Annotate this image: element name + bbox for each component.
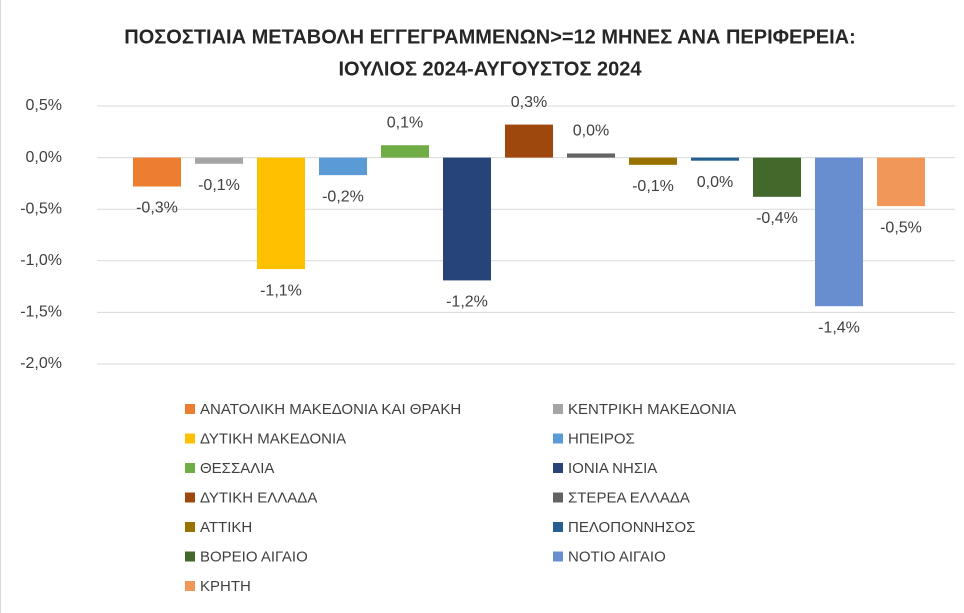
data-label: -1,1% bbox=[260, 282, 302, 299]
legend-label: ΔΥΤΙΚΗ ΜΑΚΕΔΟΝΙΑ bbox=[200, 430, 346, 447]
legend-label: ΒΟΡΕΙΟ ΑΙΓΑΙΟ bbox=[200, 548, 308, 565]
bar bbox=[257, 157, 305, 270]
y-tick-label: 0,0% bbox=[26, 149, 62, 166]
legend-swatch bbox=[553, 404, 563, 414]
legend-label: ΑΝΑΤΟΛΙΚΗ ΜΑΚΕΔΟΝΙΑ ΚΑΙ ΘΡΑΚΗ bbox=[200, 401, 461, 418]
data-label: -1,2% bbox=[446, 294, 488, 311]
legend-swatch bbox=[185, 433, 195, 444]
data-label: -0,1% bbox=[198, 177, 240, 194]
chart-subtitle: ΙΟΥΛΙΟΣ 2024-ΑΥΓΟΥΣΤΟΣ 2024 bbox=[338, 58, 642, 80]
bar bbox=[629, 157, 677, 165]
legend-label: ΑΤΤΙΚΗ bbox=[200, 519, 252, 536]
y-tick-label: -2,0% bbox=[20, 355, 62, 372]
legend-label: ΚΕΝΤΡΙΚΗ ΜΑΚΕΔΟΝΙΑ bbox=[568, 401, 736, 418]
bar bbox=[319, 157, 367, 176]
legend-swatch bbox=[185, 463, 195, 473]
legend-swatch bbox=[185, 492, 195, 503]
data-label: 0,0% bbox=[697, 174, 733, 191]
bar bbox=[505, 124, 553, 158]
chart-title: ΠΟΣΟΣΤΙΑΙΑ ΜΕΤΑΒΟΛΗ ΕΓΓΕΓΡΑΜΜΕΝΩΝ>=12 ΜΗ… bbox=[124, 26, 855, 48]
data-label: -0,1% bbox=[632, 178, 674, 195]
y-tick-label: -0,5% bbox=[20, 200, 62, 217]
bar bbox=[443, 157, 491, 281]
bar bbox=[567, 153, 615, 158]
y-tick-label: -1,0% bbox=[20, 252, 62, 269]
legend-swatch bbox=[185, 404, 195, 414]
data-label: -0,2% bbox=[322, 188, 364, 205]
legend-swatch bbox=[185, 522, 195, 532]
data-label: -0,3% bbox=[136, 200, 178, 217]
data-label: -0,4% bbox=[756, 210, 798, 227]
legend-swatch bbox=[553, 463, 563, 473]
data-label: 0,0% bbox=[573, 123, 609, 140]
y-tick-label: -1,5% bbox=[20, 304, 62, 321]
legend-label: ΠΕΛΟΠΟΝΝΗΣΟΣ bbox=[568, 519, 695, 536]
legend-label: ΣΤΕΡΕΑ ΕΛΛΑΔΑ bbox=[568, 489, 690, 506]
bar bbox=[691, 157, 739, 161]
bar bbox=[815, 157, 863, 307]
bar bbox=[133, 157, 181, 187]
bar bbox=[381, 145, 429, 158]
legend-label: ΘΕΣΣΑΛΙΑ bbox=[200, 460, 274, 477]
legend-label: ΔΥΤΙΚΗ ΕΛΛΑΔΑ bbox=[200, 489, 317, 506]
legend-label: ΝΟΤΙΟ ΑΙΓΑΙΟ bbox=[568, 548, 666, 565]
legend-swatch bbox=[553, 433, 563, 444]
legend-swatch bbox=[185, 581, 195, 591]
data-label: -0,5% bbox=[880, 219, 922, 236]
legend-label: ΚΡΗΤΗ bbox=[200, 578, 251, 595]
bar bbox=[877, 157, 925, 207]
data-label: 0,3% bbox=[511, 94, 547, 111]
bar bbox=[195, 157, 243, 164]
legend-swatch bbox=[553, 522, 563, 532]
legend-swatch bbox=[185, 551, 195, 562]
legend-swatch bbox=[553, 551, 563, 562]
legend-label: ΙΟΝΙΑ ΝΗΣΙΑ bbox=[568, 460, 657, 477]
legend-label: ΗΠΕΙΡΟΣ bbox=[568, 430, 635, 447]
legend-swatch bbox=[553, 492, 563, 503]
y-tick-label: 0,5% bbox=[26, 97, 62, 114]
bar bbox=[753, 157, 801, 197]
data-label: -1,4% bbox=[818, 319, 860, 336]
data-label: 0,1% bbox=[387, 114, 423, 131]
